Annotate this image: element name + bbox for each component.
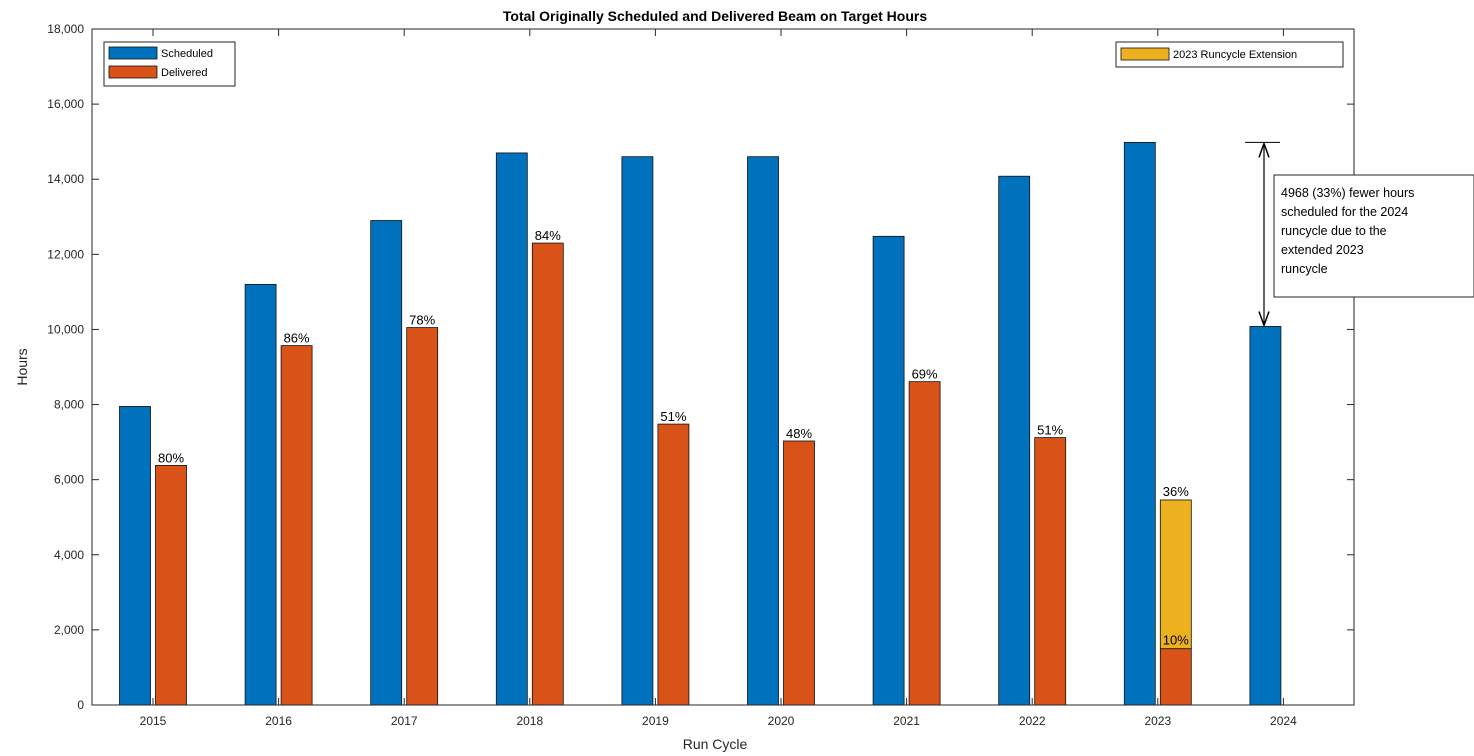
bar-scheduled (621, 156, 654, 706)
annotation-text-line: scheduled for the 2024 (1281, 205, 1408, 219)
bars-layer (119, 142, 1282, 706)
bar-scheduled (1249, 326, 1282, 706)
x-axis-title: Run Cycle (683, 736, 748, 752)
x-tick-label: 2021 (893, 714, 920, 728)
x-tick-label: 2017 (391, 714, 418, 728)
x-tick-label: 2023 (1144, 714, 1171, 728)
bar-labels-layer: 80% 86% 78% 84% 51% 48% 69% 51% 10% 36% (158, 228, 1189, 648)
arrow-head-up-icon (1258, 141, 1270, 158)
x-tick-label: 2018 (516, 714, 543, 728)
legend-label: Delivered (161, 67, 207, 79)
bar-label-delivered: 51% (1037, 423, 1063, 438)
x-tick-label: 2024 (1270, 714, 1297, 728)
y-tick-label: 14,000 (47, 172, 84, 186)
x-tick-label: 2019 (642, 714, 669, 728)
bar-label-delivered: 10% (1163, 633, 1189, 648)
chart-title: Total Originally Scheduled and Delivered… (503, 8, 927, 24)
annotation-layer: 4968 (33%) fewer hours scheduled for the … (1245, 141, 1474, 328)
bar-scheduled (872, 235, 905, 706)
legend-swatch (108, 46, 158, 60)
annotation-text-line: 4968 (33%) fewer hours (1281, 186, 1414, 200)
bar-label-delivered: 80% (158, 450, 184, 465)
y-tick-label: 8,000 (54, 398, 84, 412)
y-tick-label: 4,000 (54, 548, 84, 562)
bar-delivered (1034, 437, 1067, 706)
bar-label-delivered: 78% (409, 313, 435, 328)
y-tick-label: 2,000 (54, 623, 84, 637)
annotation-text-line: extended 2023 (1281, 243, 1364, 257)
annotation-text-line: runcycle due to the (1281, 224, 1387, 238)
bar-delivered (406, 327, 439, 706)
legend-swatch (1120, 47, 1170, 61)
bar-scheduled (495, 152, 528, 706)
y-axis-title: Hours (14, 348, 30, 385)
y-tick-label: 0 (77, 698, 84, 712)
annotation-text-line: runcycle (1281, 262, 1328, 276)
legend-swatch (108, 65, 158, 79)
bar-scheduled (244, 283, 277, 706)
bar-delivered (155, 464, 187, 706)
x-tick-label: 2020 (768, 714, 795, 728)
y-tick-label: 10,000 (47, 322, 84, 336)
bar-label-delivered: 51% (660, 409, 686, 424)
bar-label-delivered: 86% (284, 331, 310, 346)
bar-scheduled (1123, 142, 1156, 706)
bar-label-delivered: 69% (912, 367, 938, 382)
y-tick-label: 6,000 (54, 473, 84, 487)
bar-delivered (908, 381, 941, 706)
legends-layer: Scheduled Delivered 2023 Runcycle Extensio… (103, 41, 1344, 87)
legend-label: Scheduled (161, 48, 213, 60)
x-tick-label: 2016 (265, 714, 292, 728)
y-tick-label: 18,000 (47, 22, 84, 36)
bar-delivered (1159, 648, 1192, 706)
bar-delivered (280, 345, 313, 706)
y-tick-label: 16,000 (47, 97, 84, 111)
bar-scheduled (998, 175, 1031, 706)
bar-delivered (531, 242, 564, 706)
bar-delivered (783, 440, 815, 706)
arrow-head-down-icon (1258, 311, 1270, 328)
bar-label-delivered: 84% (535, 228, 561, 243)
bar-label-delivered: 48% (786, 426, 812, 441)
bar-scheduled (370, 220, 403, 706)
bar-delivered (657, 423, 690, 706)
bar-extension (1159, 499, 1192, 650)
legend-label: 2023 Runcycle Extension (1173, 49, 1297, 61)
ticks-layer: 0 2,000 4,000 6,000 8,000 10,000 12,000 14,000 1… (47, 22, 1354, 728)
y-tick-label: 12,000 (47, 247, 84, 261)
bar-scheduled (747, 156, 779, 706)
annotation-box (1273, 174, 1474, 298)
bar-scheduled (119, 406, 151, 706)
x-tick-label: 2015 (140, 714, 167, 728)
plot-area (91, 28, 1355, 706)
bar-label-extension: 36% (1163, 484, 1189, 499)
x-tick-label: 2022 (1019, 714, 1046, 728)
